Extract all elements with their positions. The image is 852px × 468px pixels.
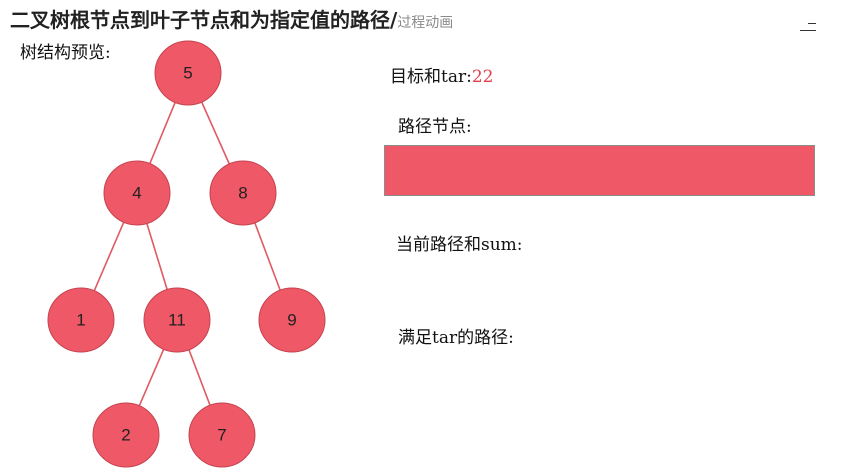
tree-edge-n5-n4 [148,100,177,166]
tree-node-circle [258,287,326,353]
tree-edge-n8-n9 [253,221,282,292]
tree-edge-n11-n7 [187,348,212,407]
page-title-main: 二叉树根节点到叶子节点和为指定值的路径/ [10,8,398,32]
tree-node-5: 5 [154,40,222,106]
menu-icon[interactable] [800,20,816,34]
matched-paths-label: 满足tar的路径: [398,328,514,348]
tree-node-label: 4 [132,184,141,203]
tree-node-label: 2 [121,426,130,445]
tree-node-8: 8 [209,160,277,226]
tree-node-label: 11 [168,311,186,330]
tree-edge-n11-n2 [137,347,166,408]
path-nodes-label: 路径节点: [398,117,472,137]
tree-node-circle [47,287,115,353]
tree-node-9: 9 [258,287,326,353]
tree-node-1: 1 [47,287,115,353]
tree-edge-n4-n11 [145,221,169,292]
tree-node-circle [154,40,222,106]
tree-node-label: 9 [287,311,296,330]
target-sum-label: 目标和tar: [390,67,472,87]
target-sum-row: 目标和tar:22 [390,62,493,87]
tree-node-11: 11 [143,287,211,353]
tree-node-label: 7 [217,426,226,445]
current-sum-label: 当前路径和sum: [396,235,523,255]
tree-node-4: 4 [103,160,171,226]
tree-node-circle [103,160,171,226]
page-title: 二叉树根节点到叶子节点和为指定值的路径/过程动画 [10,4,453,33]
tree-node-circle [188,402,256,468]
path-nodes-box [384,145,815,196]
tree-edge-n5-n8 [200,100,231,166]
tree-node-label: 1 [76,311,85,330]
tree-preview-label: 树结构预览: [20,43,111,63]
tree-node-2: 2 [92,402,160,468]
tree-node-circle [209,160,277,226]
page-title-subtitle: 过程动画 [397,15,454,31]
tree-node-circle [143,287,211,353]
tree-node-7: 7 [188,402,256,468]
tree-edge-n4-n1 [92,220,126,293]
tree-node-label: 8 [238,184,247,203]
target-sum-value: 22 [471,67,494,87]
tree-node-label: 5 [183,64,192,83]
tree-node-circle [92,402,160,468]
